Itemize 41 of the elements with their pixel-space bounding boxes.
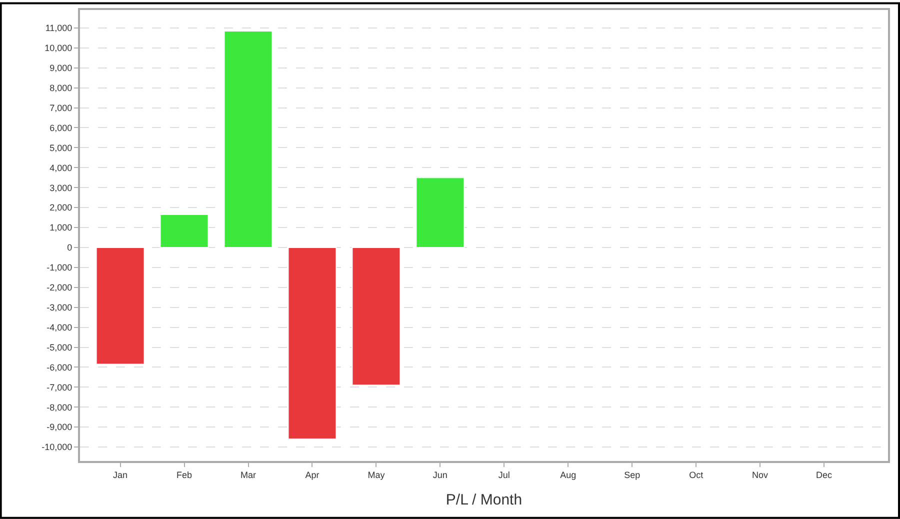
x-tick-label: Jan xyxy=(113,470,128,480)
bar xyxy=(96,246,145,365)
y-tick-label: -2,000 xyxy=(46,282,72,293)
y-tick-label: 9,000 xyxy=(50,63,72,74)
y-tick-label: 2,000 xyxy=(50,202,72,213)
bar xyxy=(416,177,465,248)
x-tick-label: Aug xyxy=(560,470,576,480)
x-tick-label: Mar xyxy=(240,470,256,480)
x-tick-label: May xyxy=(368,470,386,480)
x-tick-label: Sep xyxy=(624,470,640,480)
x-tick-label: Feb xyxy=(176,470,192,480)
y-tick-label: 1,000 xyxy=(50,222,72,233)
y-tick-label: -5,000 xyxy=(46,342,72,352)
y-tick-label: -9,000 xyxy=(46,422,72,432)
y-tick-label: 0 xyxy=(67,242,72,253)
x-tick-label: Apr xyxy=(305,470,320,480)
y-tick-label: -1,000 xyxy=(46,262,72,273)
y-tick-label: 7,000 xyxy=(50,102,72,113)
y-tick-label: -6,000 xyxy=(46,362,72,372)
x-tick-label: Nov xyxy=(752,470,769,480)
x-tick-label: Jul xyxy=(498,470,510,480)
y-tick-label: -3,000 xyxy=(46,302,72,312)
x-axis-title: P/L / Month xyxy=(446,491,522,508)
y-tick-label: 3,000 xyxy=(50,182,72,193)
y-tick-label: -8,000 xyxy=(46,402,72,412)
y-tick-label: -4,000 xyxy=(46,322,72,332)
x-tick-label: Dec xyxy=(816,470,833,480)
y-tick-label: 5,000 xyxy=(50,142,72,153)
bar xyxy=(160,214,209,248)
x-tick-label: Oct xyxy=(689,470,704,480)
y-tick-label: 6,000 xyxy=(50,122,72,133)
y-tick-label: 10,000 xyxy=(44,43,72,54)
x-tick-label: Jun xyxy=(432,470,448,480)
y-tick-label: -7,000 xyxy=(46,382,72,392)
y-tick-label: -10,000 xyxy=(42,442,72,452)
bar xyxy=(224,30,273,248)
bar xyxy=(352,246,401,386)
y-tick-label: 4,000 xyxy=(50,162,72,173)
y-tick-label: 8,000 xyxy=(50,82,72,93)
y-tick-label: 11,000 xyxy=(45,23,72,34)
bar xyxy=(288,246,337,440)
